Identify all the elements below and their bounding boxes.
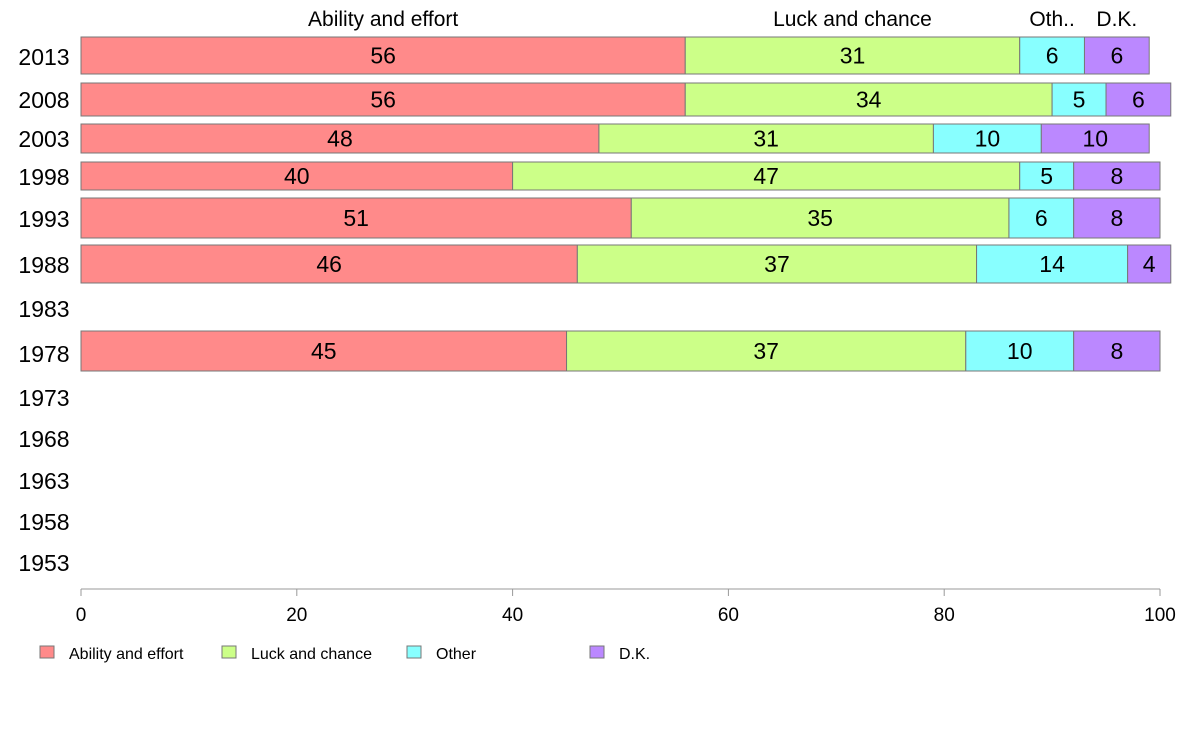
year-label: 1988 [18,252,69,278]
bar-segment [1105,82,1172,117]
bar-value-label: 6 [1035,205,1048,231]
bar-segment [965,330,1075,372]
year-label: 1968 [18,426,69,452]
year-label: 1983 [18,296,69,322]
bar-segment [80,197,632,239]
column-header-label: D.K. [1096,8,1137,31]
bar-segment [576,244,978,284]
bar-segment [80,36,686,75]
legend-label: Other [436,646,477,663]
bar-value-label: 31 [753,126,779,152]
x-tick-label: 40 [502,605,523,626]
bar-value-label: 6 [1046,43,1059,69]
legend-swatch [589,645,605,659]
x-tick-label: 0 [76,605,87,626]
bar-value-label: 8 [1110,338,1123,364]
bar-value-label: 31 [840,43,866,69]
bar-value-label: 34 [856,87,882,113]
bar-segment [1051,82,1107,117]
bar-value-label: 37 [753,338,779,364]
column-headers: Ability and effort Luck and chance Oth.. D.… [308,8,1137,31]
legend-label: Ability and effort [69,646,184,663]
legend-label: Luck and chance [251,646,372,663]
bar-segment [1040,123,1150,154]
year-label: 2008 [18,87,69,113]
bar-value-label: 8 [1110,163,1123,189]
bar-value-label: 10 [1082,126,1108,152]
bar-segment [630,197,1010,239]
x-tick-label: 80 [934,605,955,626]
legend-swatch [406,645,422,659]
bar-value-label: 45 [311,338,337,364]
bar-segment [684,36,1021,75]
bar-segment [80,161,514,191]
bar-segment [80,82,686,117]
bar-segment [80,330,568,372]
bar-value-label: 48 [327,126,353,152]
y-axis-labels: 2013 2008 2003 1998 1993 1988 1983 1978 1973 1968… [18,44,69,576]
bar-segment [80,244,578,284]
year-label: 1978 [18,341,69,367]
bar-value-label: 56 [370,43,396,69]
bar-segment [1008,197,1075,239]
bar-segment [1083,36,1150,75]
bar-value-label: 14 [1039,251,1065,277]
bar-value-label: 10 [1007,338,1033,364]
bar-value-label: 5 [1040,163,1053,189]
year-label: 1963 [18,468,69,494]
bar-segment [512,161,1021,191]
bar-value-label: 37 [764,251,790,277]
bar-value-label: 35 [807,205,833,231]
column-header-label: Ability and effort [308,8,458,31]
year-label: 1973 [18,385,69,411]
year-label: 1998 [18,164,69,190]
bar-segment [1127,244,1172,284]
bar-value-label: 56 [370,87,396,113]
bar-value-label: 4 [1143,251,1156,277]
column-header-label: Luck and chance [773,8,932,31]
x-tick-label: 60 [718,605,739,626]
legend-swatch [39,645,55,659]
bar-value-label: 51 [343,205,369,231]
legend: Ability and effort Luck and chance Other D.… [39,645,650,663]
bar-segment [1073,197,1161,239]
legend-label: D.K. [619,646,650,663]
x-axis: 0 20 40 60 80 100 [76,588,1176,626]
bar-value-label: 10 [975,126,1001,152]
bar-value-label: 40 [284,163,310,189]
year-label: 1953 [18,550,69,576]
x-tick-label: 100 [1144,605,1176,626]
year-label: 1958 [18,509,69,535]
bar-segment [1019,36,1085,75]
bar-value-label: 47 [753,163,779,189]
bar-segment [1073,330,1161,372]
bar-segment [684,82,1053,117]
bar-value-label: 8 [1110,205,1123,231]
year-label: 2003 [18,126,69,152]
x-tick-label: 20 [286,605,307,626]
column-header-label: Oth.. [1029,8,1075,31]
bar-value-label: 46 [316,251,342,277]
legend-swatch [221,645,237,659]
bar-segment [976,244,1129,284]
bar-segment [1073,161,1161,191]
bar-segment [598,123,934,154]
bar-value-label: 5 [1073,87,1086,113]
bar-value-label: 6 [1132,87,1145,113]
year-label: 1993 [18,206,69,232]
bar-segment [80,123,600,154]
year-label: 2013 [18,44,69,70]
bar-value-label: 6 [1110,43,1123,69]
